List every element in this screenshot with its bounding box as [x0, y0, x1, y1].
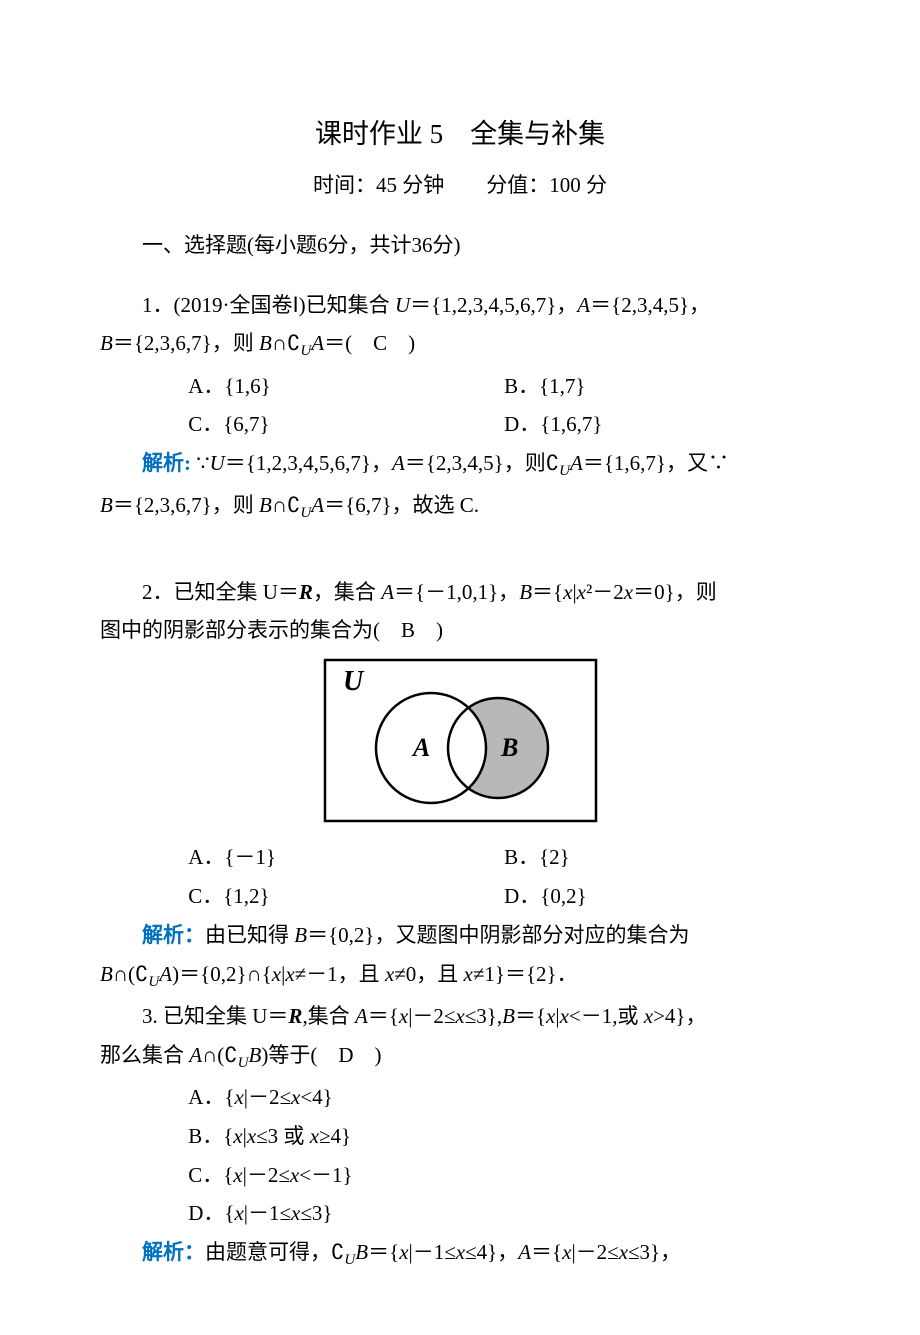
venn-label-u: U — [343, 666, 365, 697]
venn-label-b: B — [500, 733, 518, 762]
q2-analysis-label: 解析： — [142, 923, 205, 947]
q1-u-eq-rest: ＝{1,2,3,4,5,6,7}， — [410, 293, 577, 317]
q2-opt-d: D．{0,2} — [504, 877, 820, 916]
section-1-heading: 一、选择题(每小题6分，共计36分) — [100, 226, 820, 265]
q3-analysis: 解析：由题意可得，∁UB＝{x|－1≤x≤4}，A＝{x|－2≤x≤3}， — [100, 1233, 820, 1275]
q1-analysis-l1: 解析: ∵U＝{1,2,3,4,5,6,7}，A＝{2,3,4,5}，则∁UA＝… — [100, 444, 820, 486]
q2-stem-l1-mid: ，集合 A＝{－1,0,1}，B＝{x|x²－2x＝0}，则 — [313, 580, 717, 604]
q1-a-eq-rest: ＝{2,3,4,5}， — [590, 293, 710, 317]
title: 课时作业 5 全集与补集 — [100, 110, 820, 160]
q3-stem-l1: 3. 已知全集 U＝ — [142, 1004, 288, 1028]
q2-stem-l2: 图中的阴影部分表示的集合为( — [100, 618, 401, 642]
q3-R: R — [288, 1004, 302, 1028]
q2-stem-l2-end: ) — [415, 618, 443, 642]
q1-opt-b: B．{1,7} — [504, 367, 820, 406]
q3-analysis-label: 解析： — [142, 1240, 205, 1264]
venn-label-a: A — [411, 733, 430, 762]
q3-opt-b: B．{x|x≤3 或 x≥4} — [188, 1117, 820, 1156]
q1-answer: C — [373, 331, 387, 355]
q2-line1: 2．已知全集 U＝R，集合 A＝{－1,0,1}，B＝{x|x²－2x＝0}，则 — [100, 573, 820, 612]
q1-analysis-l2: B＝{2,3,6,7}，则 B∩∁UA＝{6,7}，故选 C. — [100, 486, 820, 528]
q2-opt-c: C．{1,2} — [188, 877, 504, 916]
q1-opt-a: A．{1,6} — [188, 367, 504, 406]
spacer-2 — [100, 551, 820, 573]
q1-opt-c: C．{6,7} — [188, 405, 504, 444]
q2-opt-b: B．{2} — [504, 838, 820, 877]
q3-line2: 那么集合 A∩(∁UB)等于( D ) — [100, 1036, 820, 1078]
q2-analysis-l1: 解析：由已知得 B＝{0,2}，又题图中阴影部分对应的集合为 — [100, 916, 820, 955]
venn-svg: U A B — [323, 658, 598, 823]
q3-opt-a: A．{x|－2≤x<4} — [188, 1078, 820, 1117]
q2-R: R — [299, 580, 313, 604]
q2-line2: 图中的阴影部分表示的集合为( B ) — [100, 611, 820, 650]
q2-analysis-l2: B∩(∁UA)＝{0,2}∩{x|x≠－1，且 x≠0，且 x≠1}＝{2}． — [100, 955, 820, 997]
q1-opt-d: D．{1,6,7} — [504, 405, 820, 444]
q1-sub-u: U — [300, 344, 311, 360]
q1-options: A．{1,6} B．{1,7} C．{6,7} D．{1,6,7} — [100, 367, 820, 445]
venn-diagram: U A B — [100, 658, 820, 836]
q3-opt-c: C．{x|－2≤x<－1} — [188, 1156, 820, 1195]
q2-answer: B — [401, 618, 415, 642]
q1-stem-l1: 1．(2019·全国卷Ⅰ)已知集合 — [142, 293, 395, 317]
q2-options: A．{－1} B．{2} C．{1,2} D．{0,2} — [100, 838, 820, 916]
q3-line1: 3. 已知全集 U＝R,集合 A＝{x|－2≤x≤3},B＝{x|x<－1,或 … — [100, 997, 820, 1036]
q1-line2: B＝{2,3,6,7}，则 B∩∁UA＝( C ) — [100, 324, 820, 366]
q3-options: A．{x|－2≤x<4} B．{x|x≤3 或 x≥4} C．{x|－2≤x<－… — [100, 1078, 820, 1233]
q1-line1: 1．(2019·全国卷Ⅰ)已知集合 U＝{1,2,3,4,5,6,7}，A＝{2… — [100, 286, 820, 325]
q2-stem-l1: 2．已知全集 U＝ — [142, 580, 299, 604]
q1-analysis-label: 解析: — [142, 451, 191, 475]
q2-opt-a: A．{－1} — [188, 838, 504, 877]
q3-answer: D — [338, 1043, 353, 1067]
q3-opt-d: D．{x|－1≤x≤3} — [188, 1194, 820, 1233]
subtitle: 时间：45 分钟 分值：100 分 — [100, 166, 820, 205]
spacer — [100, 529, 820, 551]
page: 课时作业 5 全集与补集 时间：45 分钟 分值：100 分 一、选择题(每小题… — [0, 0, 920, 1335]
